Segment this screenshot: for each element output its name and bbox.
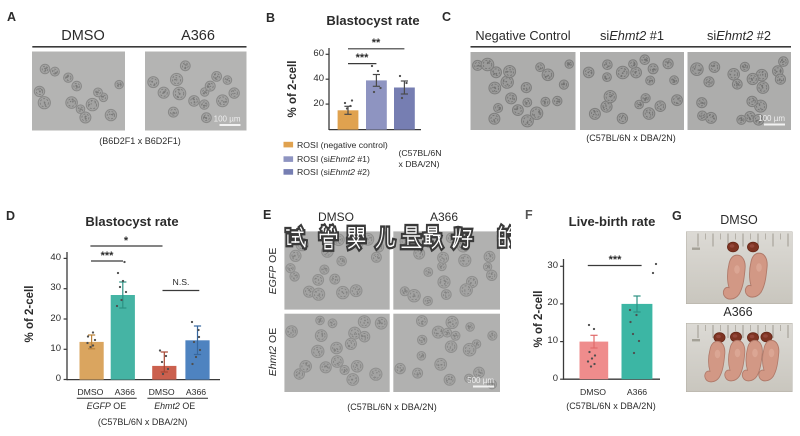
svg-text:100 µm: 100 µm — [214, 115, 241, 124]
svg-text:500 µm: 500 µm — [467, 376, 494, 385]
svg-text:100 µm: 100 µm — [758, 114, 785, 123]
